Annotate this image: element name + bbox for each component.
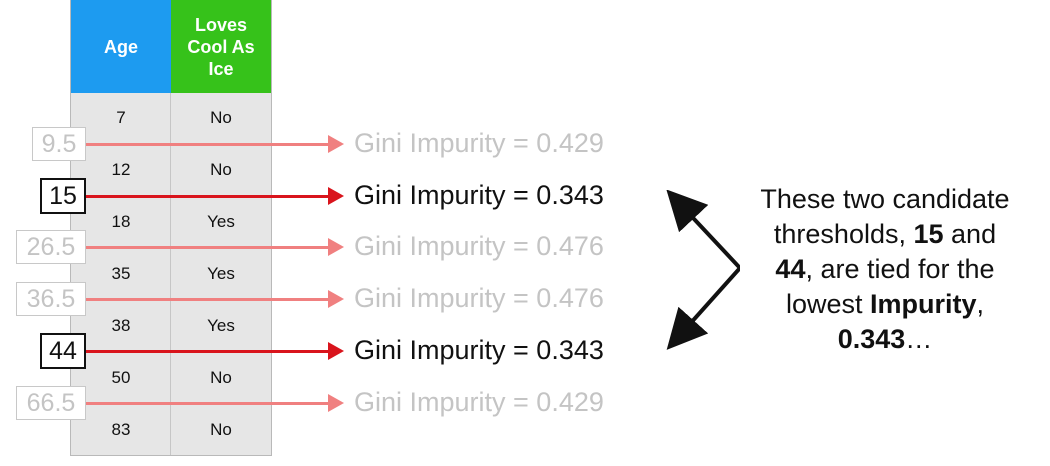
arrowhead-icon bbox=[328, 394, 344, 412]
note-line: lowest Impurity, bbox=[785, 289, 985, 319]
threshold-box: 66.5 bbox=[16, 386, 86, 420]
table-cell-age: 50 bbox=[111, 368, 131, 387]
arrowhead-icon bbox=[328, 290, 344, 308]
gini-impurity-label: Gini Impurity = 0.476 bbox=[354, 283, 604, 313]
table-cell-age: 38 bbox=[111, 316, 131, 335]
table-cell-age: 35 bbox=[111, 264, 131, 283]
table-cell-loves: Yes bbox=[207, 212, 235, 231]
gini-impurity-label: Gini Impurity = 0.429 bbox=[354, 128, 604, 158]
column-divider bbox=[170, 93, 171, 455]
arrowhead-icon bbox=[328, 342, 344, 360]
gini-impurity-label-highlighted: Gini Impurity = 0.343 bbox=[354, 335, 604, 365]
threshold-box-highlighted: 44 bbox=[40, 333, 86, 369]
age-header-label: Age bbox=[103, 36, 138, 57]
gini-impurity-label: Gini Impurity = 0.476 bbox=[354, 231, 604, 261]
gini-impurity-label-highlighted: Gini Impurity = 0.343 bbox=[354, 180, 604, 210]
note-line: thresholds, 15 and bbox=[773, 219, 997, 249]
threshold-arrow bbox=[86, 298, 330, 301]
table-cell-loves: Yes bbox=[207, 264, 235, 283]
arrowhead-icon bbox=[328, 187, 344, 205]
threshold-arrow bbox=[86, 402, 330, 405]
threshold-box: 9.5 bbox=[32, 127, 86, 161]
table-cell-age: 7 bbox=[116, 108, 126, 127]
threshold-arrow bbox=[86, 350, 330, 353]
tied-thresholds-note: These two candidate thresholds, 15 and 4… bbox=[720, 182, 1050, 357]
loves-header-line-3: Ice bbox=[208, 58, 234, 79]
double-arrow-bracket-icon bbox=[666, 190, 740, 350]
threshold-box-highlighted: 15 bbox=[40, 178, 86, 214]
table-body bbox=[71, 93, 271, 455]
data-table: Age Loves Cool As Ice 7 No 12 No 18 Yes … bbox=[70, 0, 272, 456]
arrowhead-icon bbox=[328, 238, 344, 256]
table-cell-age: 18 bbox=[111, 212, 131, 231]
threshold-arrow bbox=[86, 143, 330, 146]
loves-header-line-2: Cool As bbox=[187, 36, 255, 57]
table-cell-age: 83 bbox=[111, 420, 131, 439]
threshold-box: 26.5 bbox=[16, 230, 86, 264]
table-cell-loves: Yes bbox=[207, 316, 235, 335]
loves-header-line-1: Loves bbox=[194, 14, 248, 35]
arrowhead-icon bbox=[328, 135, 344, 153]
gini-impurity-label: Gini Impurity = 0.429 bbox=[354, 387, 604, 417]
note-line: 44, are tied for the bbox=[775, 254, 995, 284]
note-line: 0.343… bbox=[837, 324, 933, 354]
threshold-arrow bbox=[86, 195, 330, 198]
table-cell-loves: No bbox=[210, 160, 232, 179]
table-cell-age: 12 bbox=[111, 160, 131, 179]
loves-header-label: Loves Cool As Ice bbox=[187, 14, 254, 80]
age-header: Age bbox=[71, 0, 171, 93]
note-line: These two candidate bbox=[760, 184, 1010, 214]
loves-cool-as-ice-header: Loves Cool As Ice bbox=[171, 0, 271, 93]
table-cell-loves: No bbox=[210, 108, 232, 127]
table-cell-loves: No bbox=[210, 420, 232, 439]
threshold-box: 36.5 bbox=[16, 282, 86, 316]
threshold-arrow bbox=[86, 246, 330, 249]
table-cell-loves: No bbox=[210, 368, 232, 387]
